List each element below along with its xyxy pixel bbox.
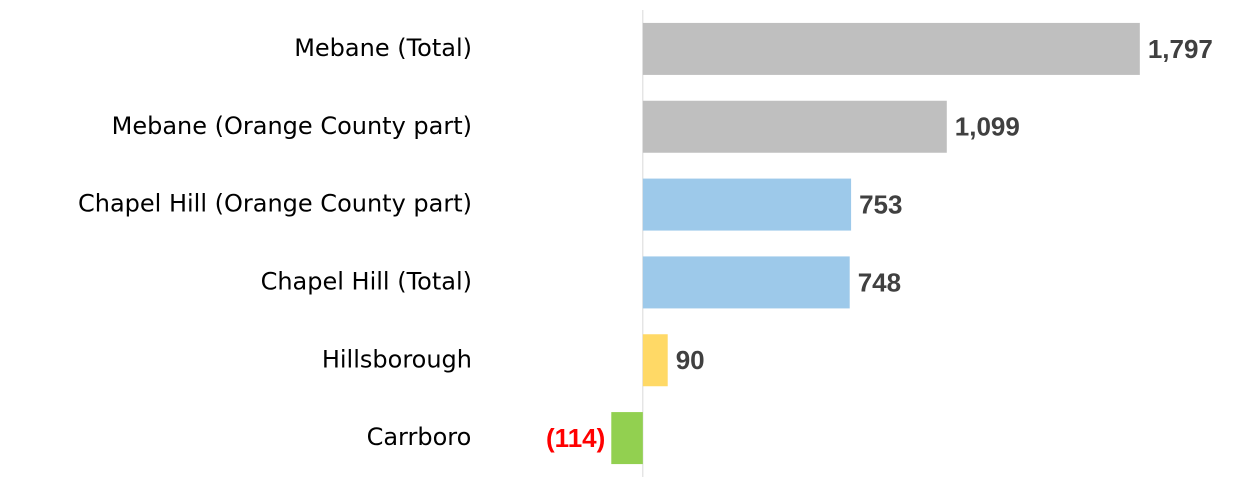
bar (642, 22, 1140, 75)
value-label: 1,797 (1148, 34, 1213, 64)
value-label: 1,099 (955, 112, 1020, 142)
bar (611, 412, 643, 465)
category-label: Chapel Hill (Total) (261, 267, 472, 295)
bar (642, 100, 947, 153)
category-label: Mebane (Total) (294, 34, 472, 62)
value-label: 90 (676, 345, 705, 375)
value-label: (114) (546, 423, 605, 453)
category-label: Hillsborough (322, 345, 472, 373)
category-label: Chapel Hill (Orange County part) (78, 190, 472, 218)
category-label: Carrboro (367, 423, 472, 451)
bar (642, 334, 668, 387)
bar (642, 178, 852, 231)
value-label: 753 (859, 189, 902, 219)
category-label: Mebane (Orange County part) (112, 112, 472, 140)
bar (642, 256, 850, 309)
value-label: 748 (858, 267, 901, 297)
